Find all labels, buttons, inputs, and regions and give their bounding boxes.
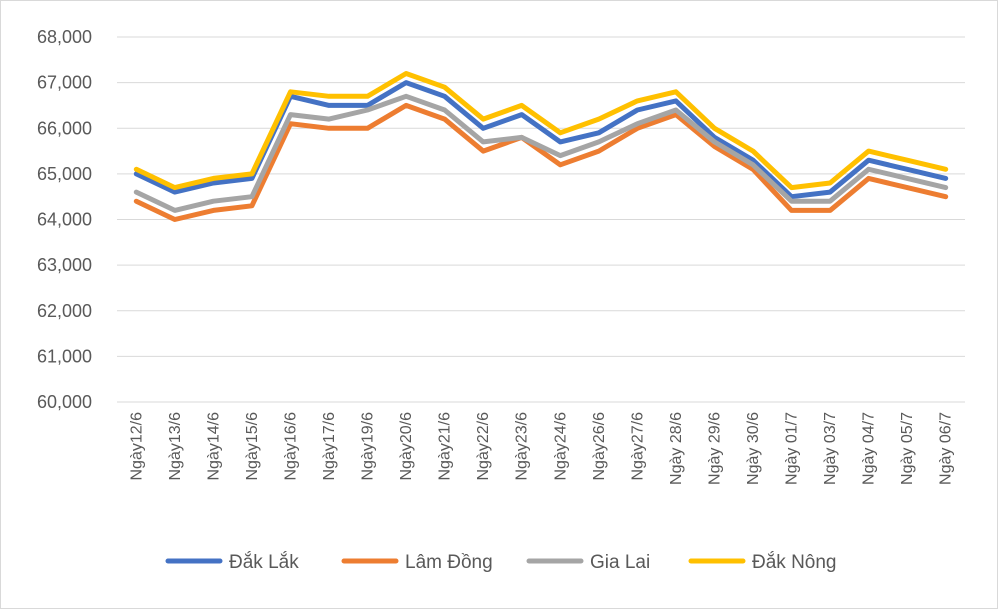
x-tick-label: Ngày16/6 xyxy=(282,412,299,481)
y-tick-label: 61,000 xyxy=(37,346,92,366)
y-tick-label: 66,000 xyxy=(37,118,92,138)
y-tick-label: 64,000 xyxy=(37,210,92,230)
series-line-lam-dong xyxy=(133,102,949,222)
x-tick-label: Ngày 06/7 xyxy=(938,412,955,485)
legend-label-gia-lai: Gia Lai xyxy=(590,552,650,573)
series-line-gia-lai xyxy=(133,93,949,213)
y-tick-label: 67,000 xyxy=(37,73,92,93)
x-axis-tick-labels: Ngày12/6 Ngày13/6 Ngày14/6 Ngày15/6 Ngày16/6… xyxy=(128,412,954,485)
legend-label-lam-dong: Lâm Đồng xyxy=(405,552,493,573)
x-tick-label: Ngày22/6 xyxy=(475,412,492,481)
x-tick-label: Ngày15/6 xyxy=(244,412,261,481)
x-tick-label: Ngày13/6 xyxy=(167,412,184,481)
x-tick-label: Ngày 30/6 xyxy=(745,412,762,485)
y-tick-label: 68,000 xyxy=(37,27,92,47)
x-tick-label: Ngày 04/7 xyxy=(861,412,878,485)
y-tick-label: 65,000 xyxy=(37,164,92,184)
x-tick-label: Ngày21/6 xyxy=(437,412,454,481)
legend: Đắk Lắk Lâm Đồng Gia Lai Đắk Nông xyxy=(165,551,837,573)
x-tick-label: Ngày 28/6 xyxy=(668,412,685,485)
x-tick-label: Ngày24/6 xyxy=(552,412,569,481)
legend-label-dak-nong: Đắk Nông xyxy=(752,551,837,573)
y-tick-label: 63,000 xyxy=(37,255,92,275)
x-tick-label: Ngày19/6 xyxy=(360,412,377,481)
x-tick-label: Ngày14/6 xyxy=(205,412,222,481)
x-tick-label: Ngày20/6 xyxy=(398,412,415,481)
x-tick-label: Ngày12/6 xyxy=(128,412,145,481)
y-tick-label: 62,000 xyxy=(37,301,92,321)
x-tick-label: Ngày 29/6 xyxy=(706,412,723,485)
series-line-dak-nong xyxy=(133,71,949,191)
series-lines xyxy=(133,71,949,222)
x-tick-label: Ngày 05/7 xyxy=(899,412,916,485)
legend-label-dak-lak: Đắk Lắk xyxy=(229,551,299,573)
y-tick-label: 60,000 xyxy=(37,392,92,412)
x-tick-label: Ngày26/6 xyxy=(591,412,608,481)
x-tick-label: Ngày27/6 xyxy=(629,412,646,481)
x-tick-label: Ngày 03/7 xyxy=(822,412,839,485)
gridlines xyxy=(117,36,965,403)
y-axis-tick-labels: 60,000 61,000 62,000 63,000 64,000 65,000 66,0… xyxy=(37,27,92,412)
x-tick-label: Ngày23/6 xyxy=(514,412,531,481)
x-tick-label: Ngày 01/7 xyxy=(784,412,801,485)
x-tick-label: Ngày17/6 xyxy=(321,412,338,481)
